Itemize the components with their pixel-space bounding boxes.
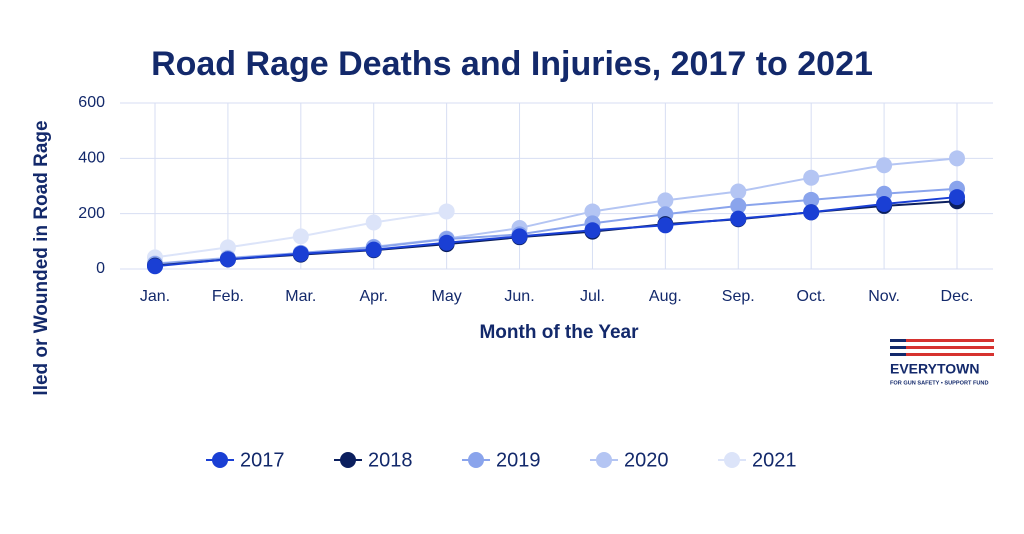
- y-tick-label: 600: [78, 94, 105, 111]
- y-axis-label: lled or Wounded in Road Rage: [31, 120, 52, 395]
- legend-label: 2021: [752, 449, 797, 471]
- data-point: [730, 210, 747, 227]
- legend-marker: [340, 452, 356, 468]
- legend-label: 2020: [624, 449, 669, 471]
- data-point: [584, 222, 601, 239]
- data-point: [292, 228, 309, 245]
- y-tick-label: 200: [78, 205, 105, 222]
- legend-marker: [212, 452, 228, 468]
- legend-marker: [724, 452, 740, 468]
- x-tick-label: Apr.: [359, 288, 387, 305]
- logo-stripe: [890, 353, 906, 356]
- logo-stripe: [890, 346, 994, 349]
- data-point: [147, 258, 163, 275]
- y-tick-label: 400: [78, 150, 105, 167]
- data-point: [511, 228, 528, 245]
- x-axis-label: Month of the Year: [479, 322, 639, 343]
- legend-label: 2017: [240, 449, 285, 471]
- legend-marker: [596, 452, 612, 468]
- data-point: [803, 204, 820, 221]
- data-point: [657, 217, 674, 234]
- x-tick-label: Dec.: [941, 288, 974, 305]
- logo: EVERYTOWN FOR GUN SAFETY • SUPPORT FUND: [890, 339, 994, 386]
- x-tick-label: Feb.: [212, 288, 244, 305]
- data-point: [584, 203, 601, 220]
- data-point: [730, 183, 747, 200]
- x-tick-label: Mar.: [285, 288, 316, 305]
- x-tick-label: Jan.: [140, 288, 170, 305]
- data-point: [365, 241, 382, 258]
- x-tick-label: Jun.: [504, 288, 534, 305]
- data-point: [219, 251, 236, 268]
- data-point: [657, 192, 674, 209]
- logo-stripe: [890, 339, 994, 342]
- x-tick-label: Nov.: [868, 288, 900, 305]
- logo-stripe: [890, 339, 906, 342]
- series-line: [154, 187, 958, 266]
- data-point: [949, 150, 965, 167]
- data-point: [438, 234, 455, 251]
- legend-label: 2018: [368, 449, 413, 471]
- x-tick-label: May: [432, 288, 462, 305]
- logo-name: EVERYTOWN: [890, 361, 979, 377]
- chart-title: Road Rage Deaths and Injuries, 2017 to 2…: [151, 45, 873, 83]
- x-tick-label: Aug.: [649, 288, 682, 305]
- data-point: [730, 197, 747, 214]
- x-tick-label: Sep.: [722, 288, 755, 305]
- data-point: [438, 203, 455, 220]
- logo-tagline: FOR GUN SAFETY • SUPPORT FUND: [890, 380, 989, 386]
- data-point: [292, 245, 309, 262]
- data-point: [803, 169, 820, 186]
- data-point: [876, 157, 893, 174]
- legend-label: 2019: [496, 449, 541, 471]
- data-point: [876, 195, 893, 212]
- x-tick-label: Jul.: [580, 288, 605, 305]
- data-point: [949, 189, 965, 206]
- data-point: [803, 191, 820, 208]
- y-tick-label: 0: [96, 260, 105, 277]
- x-tick-label: Oct.: [797, 288, 826, 305]
- data-point: [365, 214, 382, 231]
- legend-marker: [468, 452, 484, 468]
- logo-stripe: [890, 353, 994, 356]
- series-line: [154, 196, 958, 268]
- logo-stripe: [890, 346, 906, 349]
